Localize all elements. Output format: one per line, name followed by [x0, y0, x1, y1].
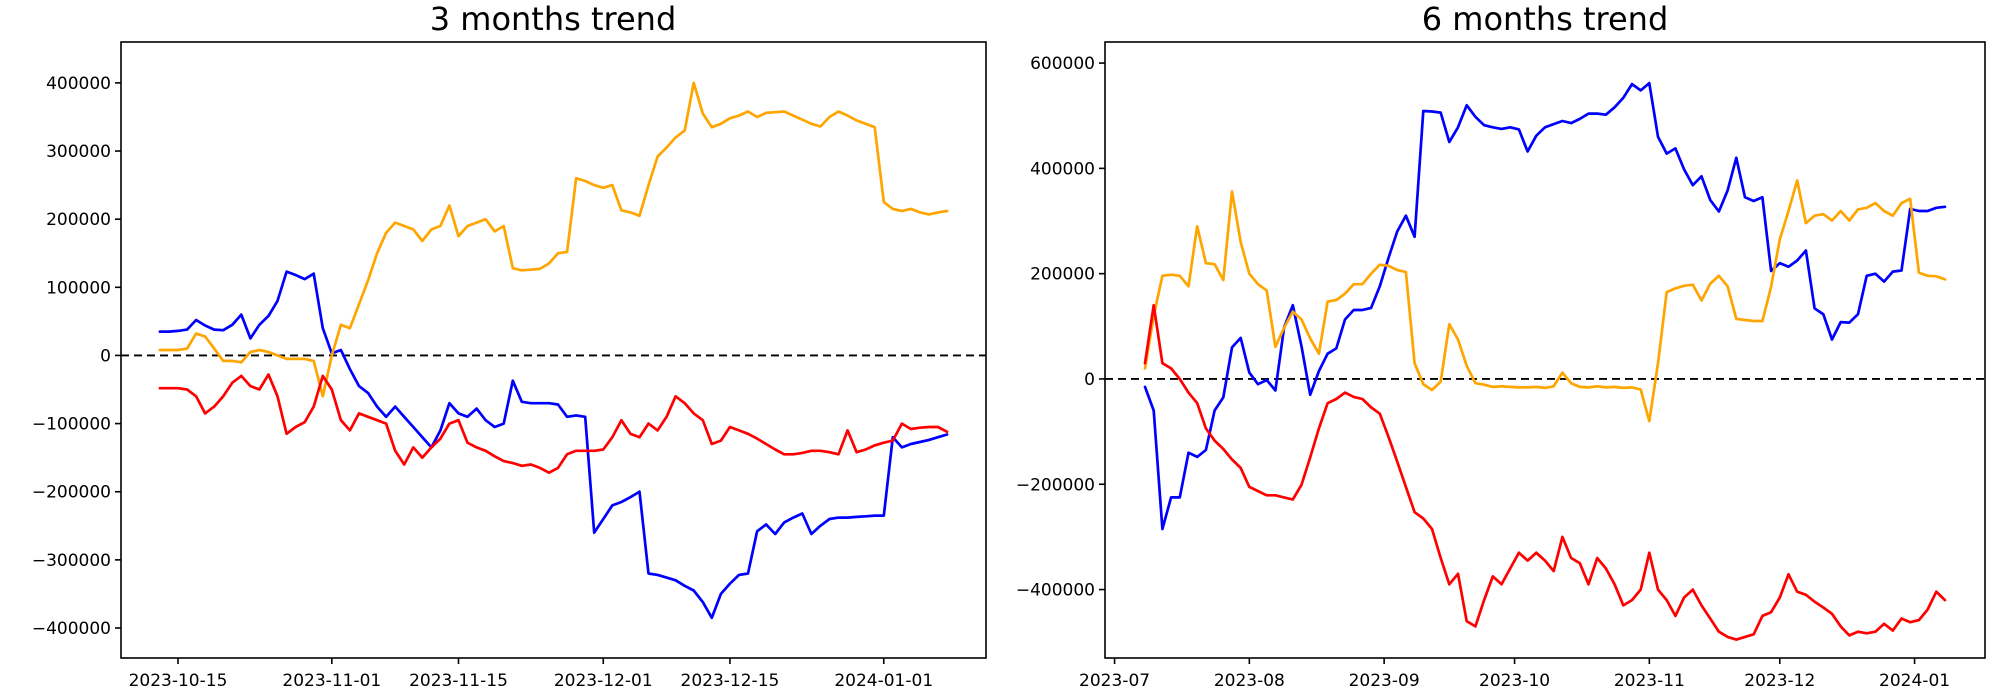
blue-line — [1143, 81, 1947, 531]
y-tick-label: −200000 — [32, 483, 111, 503]
y-tick-label: −200000 — [1016, 475, 1095, 495]
y-tick-label: −400000 — [32, 619, 111, 639]
y-tick-label: −300000 — [32, 551, 111, 571]
x-tick-label: 2023-11-15 — [409, 671, 508, 691]
y-tick-label: 0 — [1084, 370, 1095, 390]
x-tick-label: 2023-11-01 — [282, 671, 381, 691]
y-tick-label: 400000 — [1030, 159, 1095, 179]
red-line — [1143, 303, 1947, 641]
y-tick-label: 400000 — [46, 74, 111, 94]
x-tick-label: 2023-08 — [1214, 671, 1285, 691]
x-tick-label: 2023-09 — [1349, 671, 1420, 691]
x-tick-label: 2023-12 — [1744, 671, 1815, 691]
plot-3-months-trend: 2023-10-15 2023-11-01 2023-11-15 2023-12-01… — [32, 41, 987, 691]
y-tick-label: 0 — [100, 346, 111, 366]
y-tick-label: −400000 — [1016, 581, 1095, 601]
x-tick-label: 2023-12-01 — [554, 671, 653, 691]
plot-frame — [1104, 41, 1986, 659]
plot-frame — [120, 41, 987, 659]
orange-line — [158, 81, 949, 398]
red-line — [158, 373, 949, 475]
chart-title-6-months: 6 months trend — [1422, 0, 1669, 38]
x-tick-label: 2024-01-01 — [834, 671, 933, 691]
y-tick-label: −100000 — [32, 415, 111, 435]
y-tick-label: 200000 — [1030, 265, 1095, 285]
x-tick-label: 2023-11 — [1614, 671, 1685, 691]
blue-line — [158, 270, 949, 620]
orange-line — [1143, 179, 1947, 423]
plot-6-months-trend: 2023-07 2023-08 2023-09 2023-10 2023-11 2023-… — [1016, 41, 1986, 691]
x-tick-label: 2024-01 — [1879, 671, 1950, 691]
chart-title-3-months: 3 months trend — [430, 0, 677, 38]
y-tick-label: 200000 — [46, 210, 111, 230]
y-tick-label: 600000 — [1030, 54, 1095, 74]
x-tick-label: 2023-12-15 — [681, 671, 780, 691]
x-tick-label: 2023-07 — [1079, 671, 1150, 691]
y-tick-label: 300000 — [46, 142, 111, 162]
x-tick-label: 2023-10 — [1479, 671, 1550, 691]
x-tick-label: 2023-10-15 — [129, 671, 228, 691]
y-tick-label: 100000 — [46, 278, 111, 298]
